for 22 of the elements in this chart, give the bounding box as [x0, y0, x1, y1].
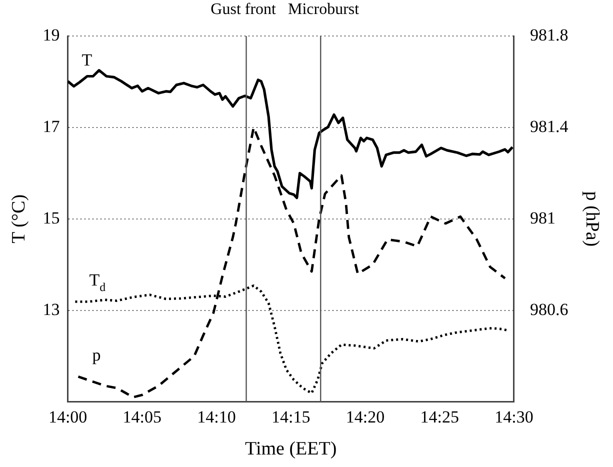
y-tick-label: 17 [42, 116, 60, 136]
ref-line-label: Gust front [210, 1, 277, 18]
x-tick-label: 14:10 [197, 407, 236, 426]
y-tick-label: 19 [42, 25, 60, 44]
y2-tick-label: 981.8 [530, 25, 568, 44]
series-label: p [92, 346, 101, 365]
y-tick-label: 15 [42, 208, 60, 228]
y-axis-title: T (°C) [8, 194, 30, 244]
y2-axis-title: p (hPa) [582, 191, 603, 247]
x-tick-label: 14:30 [494, 407, 534, 426]
y2-tick-label: 980.6 [530, 300, 568, 319]
x-tick-label: 14:00 [48, 407, 88, 426]
x-tick-label: 14:20 [346, 407, 385, 426]
x-tick-label: 14:05 [122, 407, 162, 426]
x-tick-label: 14:25 [420, 407, 459, 426]
y2-tick-label: 981.4 [530, 116, 569, 136]
x-axis-title: Time (EET) [245, 438, 337, 460]
y-tick-label: 13 [42, 300, 60, 319]
ref-line-label: Microburst [288, 1, 360, 18]
y2-tick-label: 981 [530, 208, 556, 228]
x-tick-label: 14:15 [272, 407, 310, 426]
series-label: T [82, 50, 93, 70]
